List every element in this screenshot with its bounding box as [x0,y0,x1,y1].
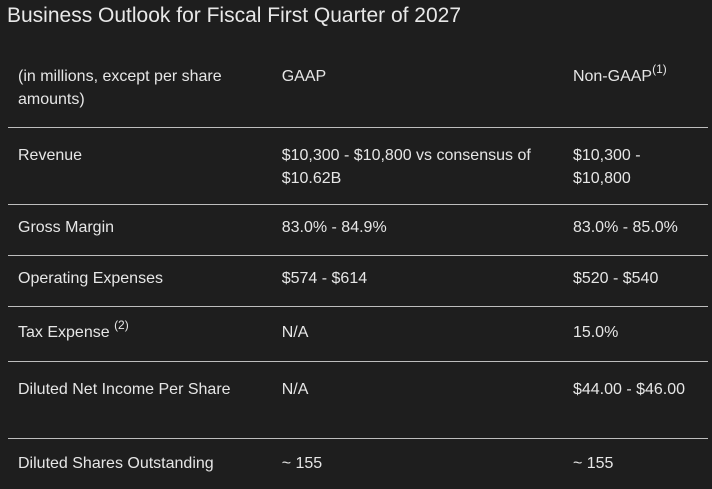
nongaap-value: $44.00 - $46.00 [569,362,708,439]
row-label-cell: Tax Expense (2) [8,307,278,362]
gaap-value: $574 - $614 [278,256,569,307]
row-label: Tax Expense [18,324,110,341]
outlook-table: (in millions, except per share amounts) … [8,55,708,489]
gaap-value: N/A [278,362,569,439]
row-label: Gross Margin [8,205,278,256]
gaap-value: $10,300 - $10,800 vs consensus of $10.62… [278,128,569,205]
table-row: Diluted Net Income Per Share N/A $44.00 … [8,362,708,439]
table-row: Revenue $10,300 - $10,800 vs consensus o… [8,128,708,205]
gaap-value: N/A [278,307,569,362]
nongaap-value: 83.0% - 85.0% [569,205,708,256]
footnote-marker: (2) [114,318,129,332]
table-row: Diluted Shares Outstanding ~ 155 ~ 155 [8,439,708,489]
header-label-cell: (in millions, except per share amounts) [8,55,278,128]
gaap-value: 83.0% - 84.9% [278,205,569,256]
gaap-value: ~ 155 [278,439,569,489]
row-label: Operating Expenses [8,256,278,307]
table-row: Operating Expenses $574 - $614 $520 - $5… [8,256,708,307]
row-label: Diluted Shares Outstanding [8,439,278,489]
table-row: Tax Expense (2) N/A 15.0% [8,307,708,362]
footnote-marker: (1) [652,62,667,76]
nongaap-value: $10,300 - $10,800 [569,128,708,205]
row-label: Diluted Net Income Per Share [8,362,278,439]
page-title: Business Outlook for Fiscal First Quarte… [7,4,461,28]
header-gaap-cell: GAAP [278,55,569,128]
header-nongaap-text: Non-GAAP [573,68,652,85]
nongaap-value: ~ 155 [569,439,708,489]
nongaap-value: 15.0% [569,307,708,362]
row-label: Revenue [8,128,278,205]
header-nongaap-cell: Non-GAAP(1) [569,55,708,128]
nongaap-value: $520 - $540 [569,256,708,307]
table-row: Gross Margin 83.0% - 84.9% 83.0% - 85.0% [8,205,708,256]
table-header-row: (in millions, except per share amounts) … [8,55,708,128]
